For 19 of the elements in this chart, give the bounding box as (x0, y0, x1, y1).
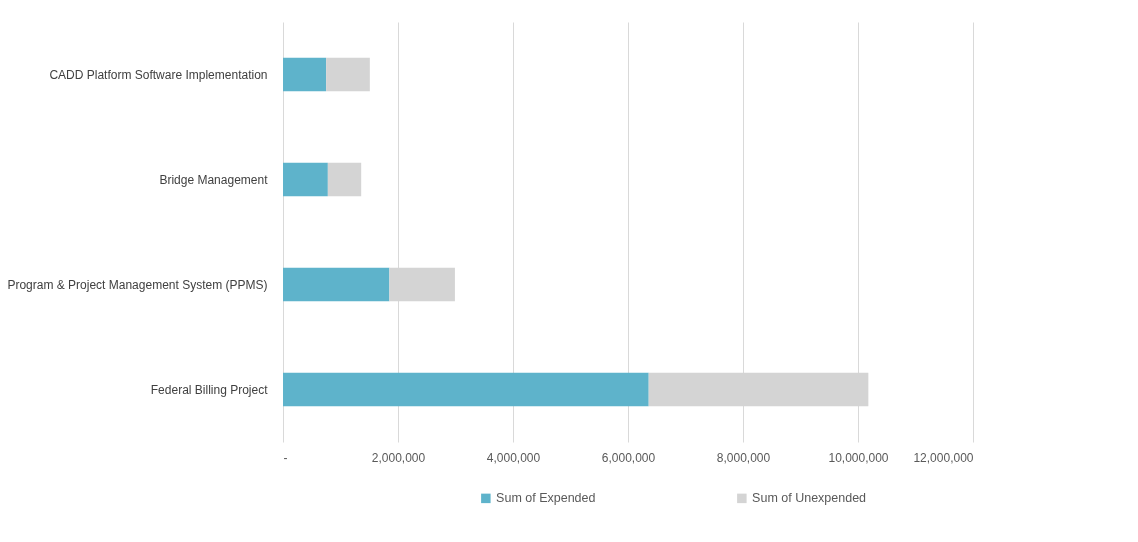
legend-label: Sum of Expended (496, 491, 596, 506)
x-tick-label: 4,000,000 (486, 450, 541, 465)
y-tick-label: CADD Platform Software Implementation (49, 67, 268, 82)
bar (327, 162, 362, 197)
x-tick-label: 12,000,000 (913, 450, 974, 465)
bar (283, 57, 327, 92)
bar (283, 267, 390, 302)
y-tick-label: Program & Project Management System (PPMS) (7, 277, 268, 292)
bar (283, 372, 649, 407)
y-tick-label: Federal Billing Project (150, 382, 269, 397)
y-tick-label: Bridge Management (159, 172, 269, 187)
legend-label: Sum of Unexpended (752, 491, 867, 506)
x-tick-label: 10,000,000 (828, 450, 889, 465)
x-tick-label: - (283, 450, 288, 465)
x-tick-label: 2,000,000 (371, 450, 426, 465)
bar (326, 57, 370, 92)
x-tick-label: 8,000,000 (716, 450, 771, 465)
x-tick-label: 6,000,000 (601, 450, 656, 465)
bar (283, 162, 328, 197)
